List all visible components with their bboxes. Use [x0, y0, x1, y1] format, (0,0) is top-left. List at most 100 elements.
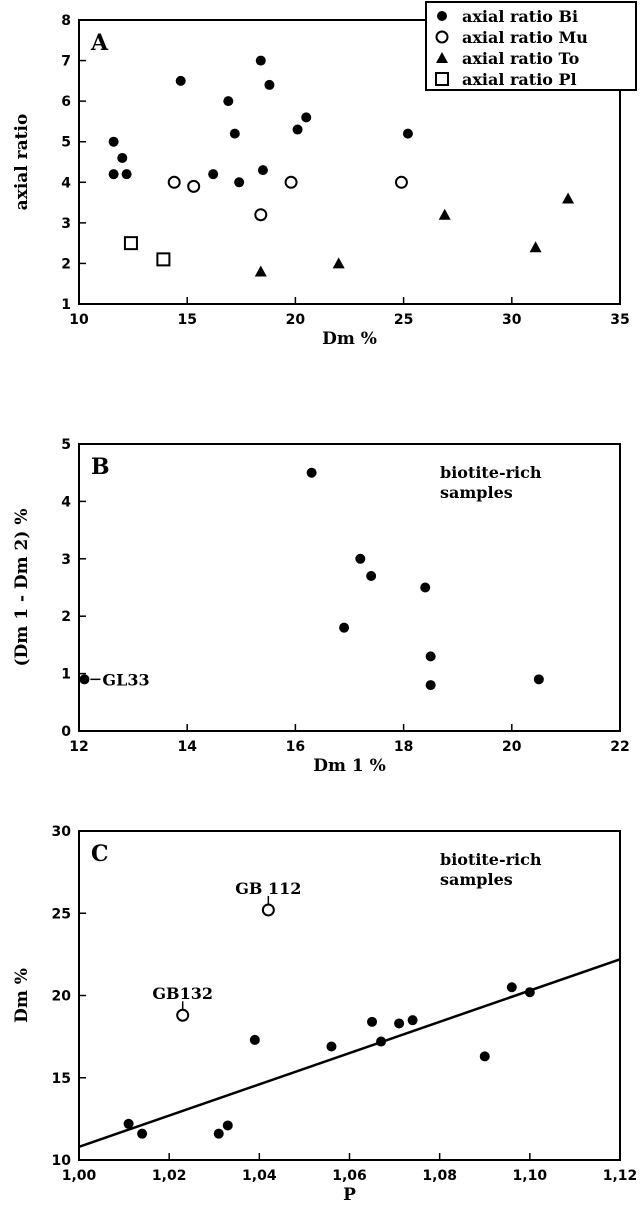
y-tick-label: 2: [61, 256, 71, 272]
data-point: [213, 1128, 224, 1139]
data-point: [326, 1041, 337, 1052]
data-point: [137, 1128, 148, 1139]
data-point: [223, 96, 234, 107]
x-tick-label: 18: [394, 739, 413, 755]
legend-label: axial ratio Bi: [462, 7, 578, 26]
y-tick-label: 25: [52, 906, 71, 922]
legend-marker: [437, 11, 447, 21]
y-tick-label: 6: [61, 94, 71, 110]
y-tick-label: 1: [61, 297, 71, 313]
point-label: GB 112: [235, 879, 301, 898]
legend-label: axial ratio Pl: [462, 70, 577, 89]
data-point: [234, 177, 245, 188]
annotation-text: samples: [440, 483, 513, 502]
legend-label: axial ratio To: [462, 49, 580, 68]
x-tick-label: 1,02: [152, 1168, 187, 1184]
data-point: [339, 622, 350, 633]
x-axis-label: Dm %: [322, 329, 377, 349]
y-tick-label: 3: [61, 552, 71, 568]
data-point: [402, 128, 413, 139]
x-tick-label: 35: [610, 312, 629, 328]
data-point: [394, 175, 408, 189]
x-tick-label: 1,00: [62, 1168, 97, 1184]
data-point: [229, 128, 240, 139]
data-point: [108, 136, 119, 147]
x-tick-label: 15: [177, 312, 196, 328]
annotation-text: biotite-rich: [440, 463, 542, 482]
data-point: [156, 252, 171, 267]
x-tick-label: 1,12: [603, 1168, 638, 1184]
x-tick-label: 20: [502, 739, 522, 755]
legend-marker: [435, 72, 449, 86]
data-point: [167, 175, 181, 189]
panel-label: A: [90, 30, 109, 56]
x-tick-label: 1,10: [513, 1168, 548, 1184]
data-point: [425, 680, 436, 691]
y-tick-label: 0: [61, 724, 71, 740]
x-tick-label: 22: [610, 739, 629, 755]
data-point: [479, 1051, 490, 1062]
data-point: [394, 1018, 405, 1029]
data-point: [425, 651, 436, 662]
data-point: [355, 553, 366, 564]
data-point: [123, 236, 138, 251]
legend-marker: [435, 30, 449, 44]
x-axis-label: Dm 1 %: [313, 756, 386, 776]
data-point: [187, 179, 201, 193]
y-tick-label: 7: [61, 54, 71, 70]
panel-label: C: [91, 841, 109, 867]
panel-label: B: [91, 454, 110, 480]
data-point: [562, 192, 575, 204]
data-point: [117, 152, 128, 163]
data-point: [301, 112, 312, 123]
y-tick-label: 30: [52, 824, 72, 840]
data-point: [175, 75, 186, 86]
data-point: [407, 1015, 418, 1026]
data-point: [176, 1008, 190, 1022]
x-axis-label: P: [343, 1185, 356, 1205]
x-tick-label: 1,04: [242, 1168, 277, 1184]
y-tick-label: 20: [52, 989, 72, 1005]
data-point: [306, 467, 317, 478]
x-tick-label: 10: [69, 312, 89, 328]
legend-label: axial ratio Mu: [462, 28, 588, 47]
y-tick-label: 4: [61, 175, 71, 191]
y-tick-label: 3: [61, 216, 71, 232]
data-point: [366, 571, 377, 582]
data-point: [264, 79, 275, 90]
x-tick-label: 14: [177, 739, 197, 755]
data-point: [332, 257, 345, 269]
data-point: [524, 987, 535, 998]
data-point: [79, 674, 90, 685]
data-point: [284, 175, 298, 189]
point-label: GL33: [102, 670, 149, 689]
data-point: [254, 208, 268, 222]
data-point: [108, 169, 119, 180]
x-tick-label: 12: [69, 739, 88, 755]
y-axis-label: (Dm 1 - Dm 2) %: [12, 508, 32, 666]
y-tick-label: 15: [52, 1071, 71, 1087]
y-tick-label: 4: [61, 494, 71, 510]
data-point: [292, 124, 303, 135]
y-tick-label: 8: [61, 13, 71, 29]
y-tick-label: 5: [61, 135, 71, 151]
data-point: [376, 1036, 387, 1047]
data-point: [420, 582, 431, 593]
x-tick-label: 30: [502, 312, 522, 328]
data-point: [254, 265, 267, 277]
legend-marker: [436, 52, 448, 63]
data-point: [249, 1034, 260, 1045]
x-tick-label: 1,08: [422, 1168, 457, 1184]
x-tick-label: 20: [286, 312, 306, 328]
data-point: [208, 169, 219, 180]
plot-frame: [78, 19, 621, 305]
y-tick-label: 2: [61, 609, 71, 625]
annotation-text: samples: [440, 870, 513, 889]
annotation-text: biotite-rich: [440, 850, 542, 869]
y-axis-label: axial ratio: [12, 114, 32, 211]
data-point: [255, 55, 266, 66]
x-tick-label: 25: [394, 312, 413, 328]
data-point: [123, 1118, 134, 1129]
y-tick-label: 1: [61, 667, 71, 683]
